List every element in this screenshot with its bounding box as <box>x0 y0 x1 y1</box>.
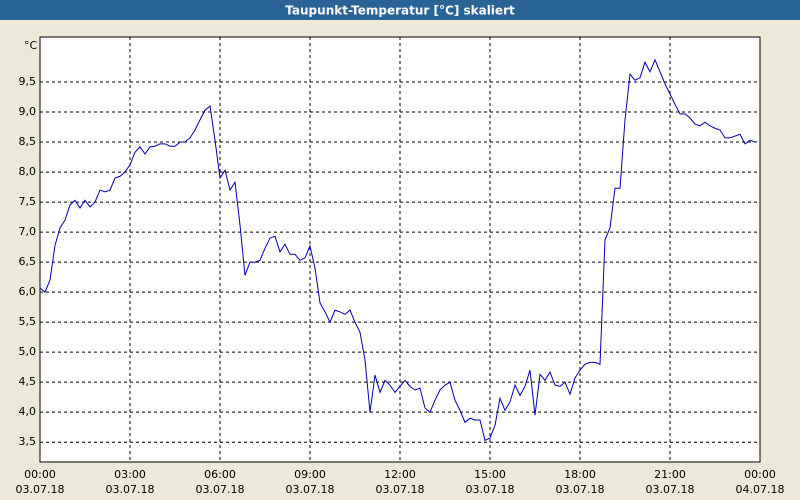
x-tick-label: 09:00 <box>294 468 326 481</box>
x-tick-date: 04.07.18 <box>736 483 785 496</box>
y-tick-label: 4,5 <box>19 375 37 388</box>
chart-title: Taupunkt-Temperatur [°C] skaliert <box>285 4 515 18</box>
x-tick-label: 00:00 <box>744 468 776 481</box>
y-tick-label: 7,5 <box>19 195 37 208</box>
y-tick-label: 6,0 <box>19 285 37 298</box>
y-tick-label: 7,0 <box>19 225 37 238</box>
x-tick-date: 03.07.18 <box>556 483 605 496</box>
x-tick-date: 03.07.18 <box>106 483 155 496</box>
x-tick-label: 12:00 <box>384 468 416 481</box>
y-unit: °C <box>24 39 38 52</box>
y-tick-label: 5,5 <box>19 315 37 328</box>
x-tick-date: 03.07.18 <box>286 483 335 496</box>
y-tick-label: 9,5 <box>19 75 37 88</box>
y-tick-label: 9,0 <box>19 105 37 118</box>
y-tick-label: 8,5 <box>19 135 37 148</box>
x-tick-date: 03.07.18 <box>376 483 425 496</box>
x-tick-label: 15:00 <box>474 468 506 481</box>
x-tick-date: 03.07.18 <box>466 483 515 496</box>
y-tick-label: 8,0 <box>19 165 37 178</box>
x-tick-label: 21:00 <box>654 468 686 481</box>
x-tick-label: 03:00 <box>114 468 146 481</box>
y-tick-label: 6,5 <box>19 255 37 268</box>
y-tick-label: 4,0 <box>19 405 37 418</box>
data-line <box>39 58 756 442</box>
y-tick-label: 3,5 <box>19 435 37 448</box>
x-tick-date: 03.07.18 <box>646 483 695 496</box>
x-tick-label: 06:00 <box>204 468 236 481</box>
x-tick-date: 03.07.18 <box>16 483 65 496</box>
plot-border <box>39 36 761 463</box>
x-tick-label: 18:00 <box>564 468 596 481</box>
x-tick-label: 00:00 <box>24 468 56 481</box>
y-tick-label: 5,0 <box>19 345 37 358</box>
title-bar <box>0 0 800 20</box>
x-tick-date: 03.07.18 <box>196 483 245 496</box>
